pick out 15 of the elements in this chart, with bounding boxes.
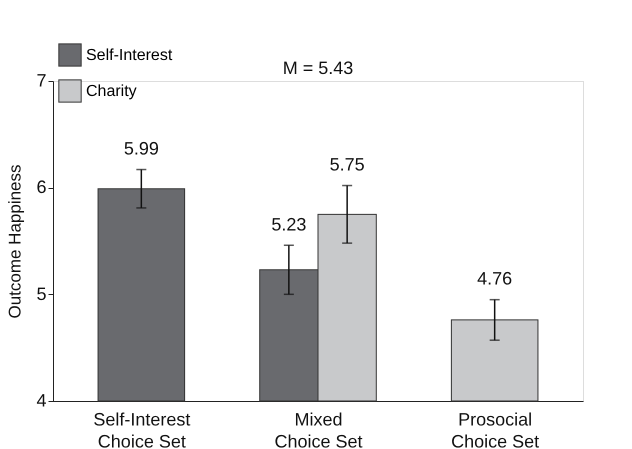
- data-label: 5.99: [124, 138, 159, 159]
- y-tick-label: 4: [36, 390, 46, 410]
- x-tick-label: Self-Interest Choice Set: [93, 410, 190, 449]
- y-tick-label: 6: [36, 177, 46, 198]
- text: M = 5.43: [282, 58, 354, 78]
- x-tick-label: Mixed Choice Set: [274, 410, 363, 449]
- legend-label: Charity: [86, 83, 137, 100]
- y-tick-label: 5: [36, 284, 46, 304]
- data-label: 4.76: [477, 268, 512, 289]
- legend-label: Self-Interest: [86, 47, 173, 64]
- data-label: 5.75: [330, 154, 365, 175]
- data-label: 5.23: [271, 214, 306, 234]
- x-tick-label: Prosocial Choice Set: [451, 410, 540, 449]
- y-axis-title: Outcome Happiness: [5, 164, 24, 319]
- y-tick-label: 7: [36, 70, 46, 90]
